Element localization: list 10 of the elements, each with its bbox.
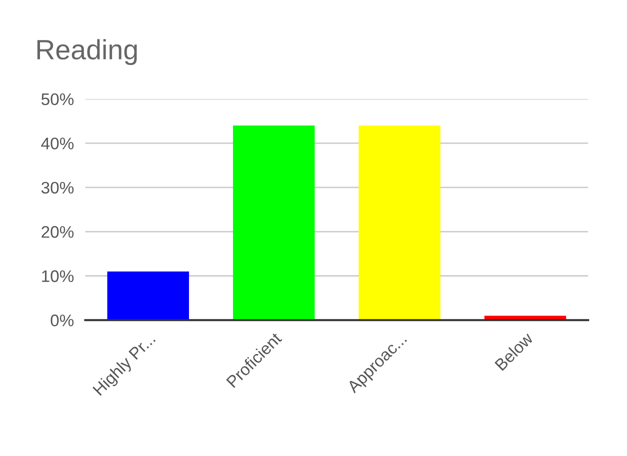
y-tick-label: 10%: [42, 270, 74, 282]
chart-title: Reading: [37, 39, 137, 66]
y-tick-label: 40%: [41, 138, 74, 150]
y-tick-label: 50%: [41, 93, 74, 106]
bar: [232, 125, 315, 320]
y-tick-label: 0%: [50, 314, 74, 326]
y-tick-label: 20%: [42, 226, 74, 238]
bar: [358, 125, 440, 320]
y-tick-label: 30%: [41, 182, 74, 194]
bar: [107, 271, 189, 320]
